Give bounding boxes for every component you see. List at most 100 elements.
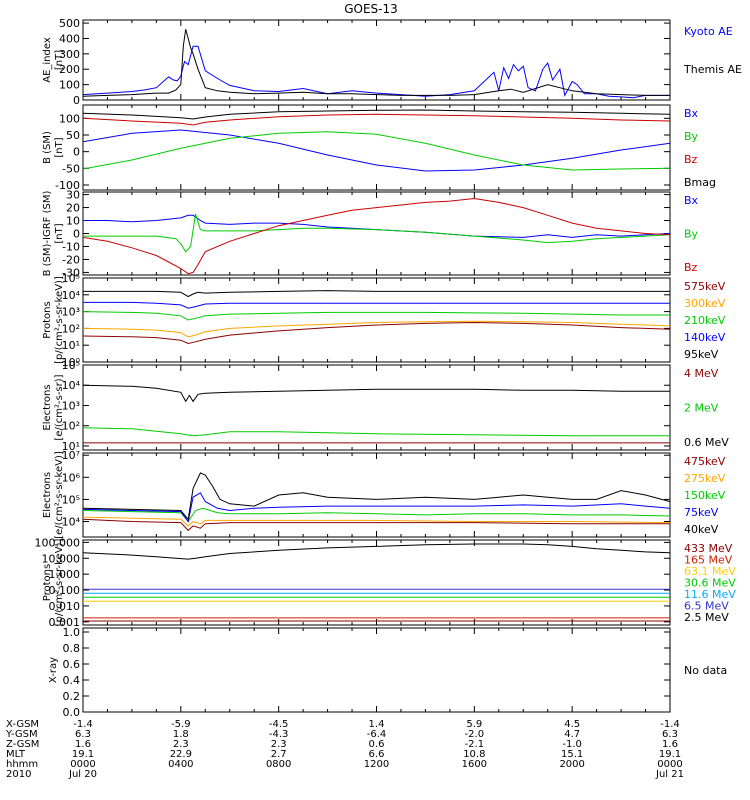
y-tick-label: -10 xyxy=(62,240,80,253)
ephemeris-value: -4.5 xyxy=(269,719,289,730)
y-axis-label: B (SM) xyxy=(42,131,53,164)
series-line-2-mev xyxy=(82,427,670,437)
y-tick-label: 10¹ xyxy=(62,339,80,352)
ephemeris-value: 1.6 xyxy=(75,739,91,750)
y-tick-label: 10⁴ xyxy=(62,379,81,392)
panel-1: 0 100 200 300 400 500 AE_index [nT] Kyoto AE Them… xyxy=(42,17,742,107)
legend-label: By xyxy=(684,130,699,143)
series-line-95kev xyxy=(83,290,670,298)
ephemeris-value: -1.0 xyxy=(562,739,582,750)
ephemeris-value: 0000 xyxy=(657,759,682,770)
series-line-themis-ae xyxy=(82,29,670,97)
series-line-by xyxy=(82,131,671,171)
legend-label: Bmag xyxy=(684,176,716,189)
ephemeris-value: 19.1 xyxy=(659,749,681,760)
y-tick-label: 10⁶ xyxy=(62,471,81,484)
y-tick-label: 0.0 xyxy=(63,706,81,719)
legend-label: Bx xyxy=(684,107,699,120)
legend-label: 4 MeV xyxy=(684,367,719,380)
panel-frame xyxy=(82,191,671,276)
legend-label: 75keV xyxy=(684,506,719,519)
no-data-label: No data xyxy=(684,664,727,677)
y-tick-label: 10³ xyxy=(62,399,80,412)
ephemeris-row-label: Y-GSM xyxy=(5,729,38,740)
y-axis-label: Protons xyxy=(42,301,53,338)
series-line-75kev xyxy=(82,492,671,523)
y-tick-label: 200 xyxy=(59,63,80,76)
y-axis-label: [nT] xyxy=(54,50,65,70)
panel-frame xyxy=(82,19,671,101)
y-tick-label: 10⁵ xyxy=(62,359,80,372)
y-axis-label: [e/(cm²-s-sr-keV)] xyxy=(54,451,65,539)
ephemeris-row-label: 2010 xyxy=(6,769,31,780)
ephemeris-value: 4.7 xyxy=(564,729,580,740)
legend-label: 165 MeV xyxy=(684,554,733,567)
y-axis-label: AE_index xyxy=(42,37,53,83)
legend-label: 475keV xyxy=(684,455,726,468)
y-tick-label: -50 xyxy=(62,162,80,175)
ephemeris-value: 2.3 xyxy=(271,739,287,750)
panel-6: 10⁴ 10⁵ 10⁶ 10⁷ Electrons [e/(cm²-s-sr-keV)] 4… xyxy=(42,449,726,539)
ephemeris-value: -2.0 xyxy=(465,729,485,740)
ephemeris-value: 0.6 xyxy=(369,739,385,750)
y-axis-label: Electrons xyxy=(42,472,53,518)
y-tick-label: -30 xyxy=(62,266,80,279)
ephemeris-value: 6.6 xyxy=(369,749,385,760)
ephemeris-value: 0400 xyxy=(168,759,193,770)
y-tick-label: 20 xyxy=(66,202,80,215)
panel-frame xyxy=(82,539,671,626)
ephemeris-value: 2.3 xyxy=(173,739,189,750)
panel-7: 0.001 0.010 0.100 1.000 10.000 100.000 Protons… xyxy=(35,536,737,628)
y-tick-label: 100 xyxy=(59,112,80,125)
ephemeris-value: -2.1 xyxy=(465,739,485,750)
series-line-kyoto-ae xyxy=(82,45,670,99)
legend-label: Bz xyxy=(684,261,698,274)
legend-label: 40keV xyxy=(684,523,719,536)
panel-frame xyxy=(82,277,671,363)
legend-label: 95keV xyxy=(684,348,719,361)
ephemeris-value: 1200 xyxy=(364,759,389,770)
ephemeris-value: 10.8 xyxy=(463,749,485,760)
y-tick-label: 0.010 xyxy=(49,600,81,613)
ephemeris-value: 0000 xyxy=(70,759,95,770)
series-line-bz xyxy=(82,113,671,126)
series-line-2-5-mev xyxy=(82,543,671,560)
legend-label: 30.6 MeV xyxy=(684,577,736,590)
ephemeris-value: 19.1 xyxy=(72,749,94,760)
y-axis-label: [e/(cm²-s-sr)] xyxy=(54,374,65,440)
ephemeris-value: 1.4 xyxy=(369,719,385,730)
legend-label: Themis AE xyxy=(683,63,742,76)
ephemeris-value: 1.8 xyxy=(173,729,189,740)
legend-label: 575keV xyxy=(684,280,726,293)
series-line-by xyxy=(83,213,671,253)
ephemeris-row-label: X-GSM xyxy=(6,719,39,730)
series-line-bz xyxy=(82,197,671,275)
y-tick-label: 0.6 xyxy=(63,658,81,671)
panel-8: 0.0 0.2 0.4 0.6 0.8 1.0 X-ray No data xyxy=(48,626,727,719)
ephemeris-value: 2.7 xyxy=(271,749,287,760)
legend-label: 11.6 MeV xyxy=(684,588,736,601)
series-line-210kev xyxy=(82,311,670,321)
ephemeris-row-label: MLT xyxy=(6,749,26,760)
y-tick-label: 0 xyxy=(73,94,80,107)
ephemeris-value: -1.4 xyxy=(73,719,93,730)
y-tick-label: 100.000 xyxy=(35,536,81,549)
panel-frame xyxy=(82,452,671,538)
y-axis-label: [p/(cm²-s-sr-keV)] xyxy=(54,276,65,364)
y-tick-label: -20 xyxy=(62,253,80,266)
y-tick-label: 10⁰ xyxy=(62,356,81,369)
y-tick-label: 1.000 xyxy=(49,568,81,581)
legend-label: 63.1 MeV xyxy=(684,565,736,578)
panel-2: -100 -50 0 50 100 B (SM) [nT] Bx By Bz Bmag xyxy=(42,104,716,192)
legend-label: 433 MeV xyxy=(684,542,733,555)
y-tick-label: 10³ xyxy=(62,306,80,319)
ephemeris-value: 2000 xyxy=(559,759,584,770)
y-tick-label: 300 xyxy=(59,48,80,61)
series-line-475kev xyxy=(82,518,670,532)
y-tick-label: 30 xyxy=(66,189,80,202)
ephemeris-value: -6.4 xyxy=(367,729,387,740)
y-tick-label: 10.000 xyxy=(42,552,81,565)
legend-label: 140keV xyxy=(684,331,726,344)
y-tick-label: 10⁵ xyxy=(62,272,80,285)
